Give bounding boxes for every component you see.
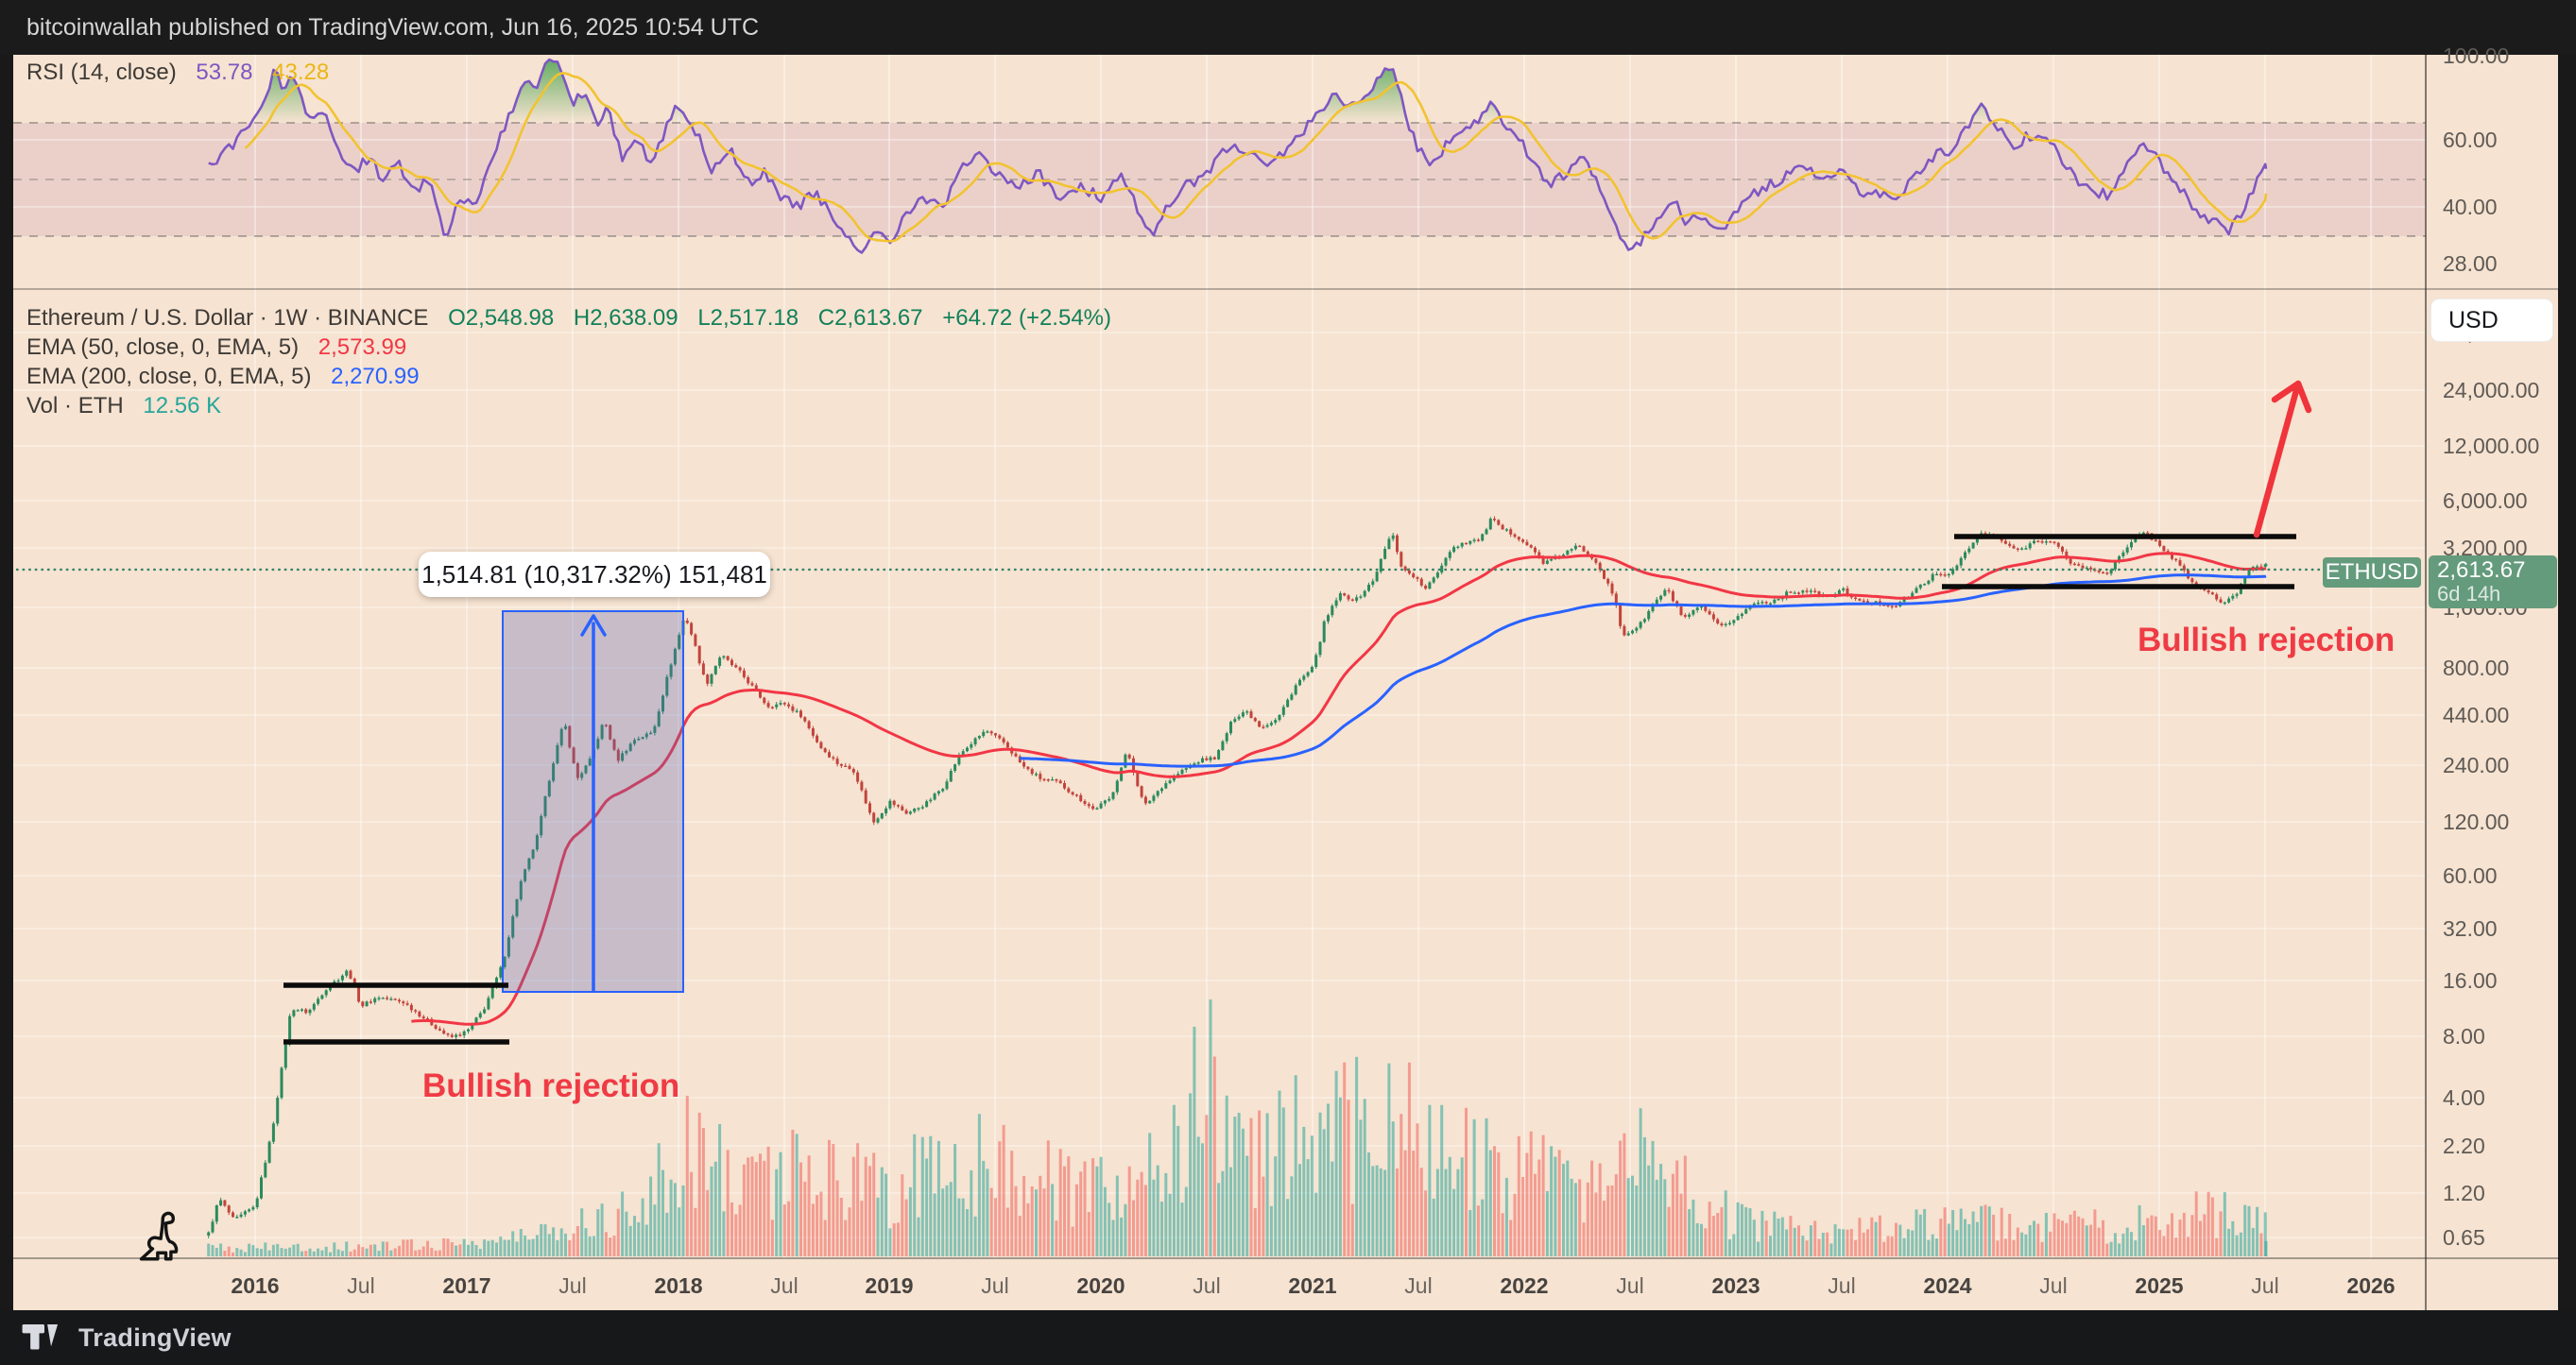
time-axis-month-label: Jul [1616,1273,1644,1298]
rsi-plot [208,58,2268,254]
time-axis-month-label: Jul [558,1273,587,1298]
annotation-bullish-rejection-left: Bullish rejection [422,1067,680,1104]
time-axis-year-label: 2025 [2135,1273,2184,1298]
time-axis-month-label: Jul [1404,1273,1433,1298]
price-axis-label: 120.00 [2443,810,2510,834]
last-price: 2,613.67 [2437,557,2526,583]
plot-background [13,55,2558,1310]
time-axis-year-label: 2017 [442,1273,491,1298]
ohlc-open: O2,548.98 [448,305,555,331]
time-axis-year-label: 2024 [1923,1273,1972,1298]
price-line-symbol-label: ETHUSD [2323,557,2421,588]
currency-toggle-button[interactable]: USD [2430,299,2553,342]
time-axis-year-label: 2020 [1076,1273,1125,1298]
dino-icon [139,1211,179,1261]
price-plot [207,516,2268,1256]
rsi-ma-value: 43.28 [272,60,330,85]
price-axis-label: 2.20 [2443,1134,2485,1158]
symbol-legend[interactable]: Ethereum / U.S. Dollar · 1W · BINANCE O2… [26,303,1111,420]
time-axis-month-label: Jul [347,1273,375,1298]
time-scale[interactable] [13,1258,2558,1310]
red-arrow-drawing[interactable] [2253,380,2312,538]
ema-50-line [411,552,2267,1026]
price-scale[interactable] [2426,291,2558,1258]
ema200-legend-row[interactable]: EMA (200, close, 0, EMA, 5) 2,270.99 [26,362,1111,391]
ema50-legend-row[interactable]: EMA (50, close, 0, EMA, 5) 2,573.99 [26,333,1111,362]
price-axis-label: 4.00 [2443,1085,2485,1110]
time-axis-year-label: 2019 [865,1273,914,1298]
rsi-value: 53.78 [196,60,253,85]
rsi-legend-title: RSI (14, close) [26,60,177,85]
price-axis-label: 24,000.00 [2443,378,2540,402]
price-range-tooltip: 1,514.81 (10,317.32%) 151,481 [419,552,770,597]
time-axis-month-label: Jul [1193,1273,1221,1298]
volume-legend-row[interactable]: Vol · ETH 12.56 K [26,391,1111,420]
time-axis-month-label: Jul [1828,1273,1856,1298]
price-axis-label: 6,000.00 [2443,488,2528,513]
price-axis-label: 32.00 [2443,916,2498,941]
price-axis-label: 60.00 [2443,863,2498,888]
time-axis-month-label: Jul [770,1273,799,1298]
rsi-axis-label: 40.00 [2443,195,2498,219]
volume-value: 12.56 K [143,393,222,418]
time-axis-year-label: 2021 [1288,1273,1337,1298]
rsi-axis-label: 28.00 [2443,251,2498,276]
symbol-legend-row[interactable]: Ethereum / U.S. Dollar · 1W · BINANCE O2… [26,303,1111,333]
ohlc-close: C2,613.67 [817,305,923,331]
bar-countdown: 6d 14h [2437,582,2501,606]
rsi-scale[interactable] [2426,55,2558,291]
ema-200-line [1020,573,2267,768]
last-price-badge: 2,613.67 6d 14h [2429,555,2557,608]
rsi-axis-label: 60.00 [2443,128,2498,152]
time-axis-year-label: 2018 [654,1273,703,1298]
price-axis-label: 16.00 [2443,968,2498,993]
ohlc-low: L2,517.18 [697,305,799,331]
volume-label: Vol · ETH [26,393,124,418]
ema50-label: EMA (50, close, 0, EMA, 5) [26,334,300,360]
price-axis-label: 8.00 [2443,1024,2485,1049]
tradingview-brand-text[interactable]: TradingView [78,1322,232,1352]
rsi-axis-label: 100.00 [2443,43,2510,68]
price-axis-label: 240.00 [2443,753,2510,777]
publish-header: bitcoinwallah published on TradingView.c… [0,0,2576,55]
ema50-value: 2,573.99 [318,334,407,360]
price-axis-label: 1.20 [2443,1181,2485,1205]
publish-text: bitcoinwallah published on TradingView.c… [26,13,760,41]
price-range-arrow[interactable] [580,614,607,992]
rsi-legend[interactable]: RSI (14, close) 53.78 43.28 [26,60,329,86]
time-axis-month-label: Jul [2039,1273,2068,1298]
price-axis-label: 0.65 [2443,1225,2485,1250]
time-axis-year-label: 2022 [1500,1273,1549,1298]
ohlc-change: +64.72 (+2.54%) [942,305,1111,331]
price-axis-label: 440.00 [2443,703,2510,727]
ohlc-high: H2,638.09 [573,305,678,331]
annotation-bullish-rejection-right: Bullish rejection [2138,622,2396,658]
ema200-label: EMA (200, close, 0, EMA, 5) [26,364,312,389]
time-axis-month-label: Jul [981,1273,1009,1298]
ema200-value: 2,270.99 [331,364,420,389]
price-axis-label: 800.00 [2443,656,2510,680]
price-axis-label: 12,000.00 [2443,434,2540,458]
time-axis-year-label: 2023 [1711,1273,1760,1298]
attribution-bar: TradingView [0,1310,2576,1365]
time-axis-year-label: 2016 [231,1273,280,1298]
tradingview-logo-icon[interactable] [21,1322,68,1353]
time-axis-year-label: 2026 [2346,1273,2396,1298]
time-axis-month-label: Jul [2251,1273,2279,1298]
symbol-title: Ethereum / U.S. Dollar · 1W · BINANCE [26,305,429,331]
